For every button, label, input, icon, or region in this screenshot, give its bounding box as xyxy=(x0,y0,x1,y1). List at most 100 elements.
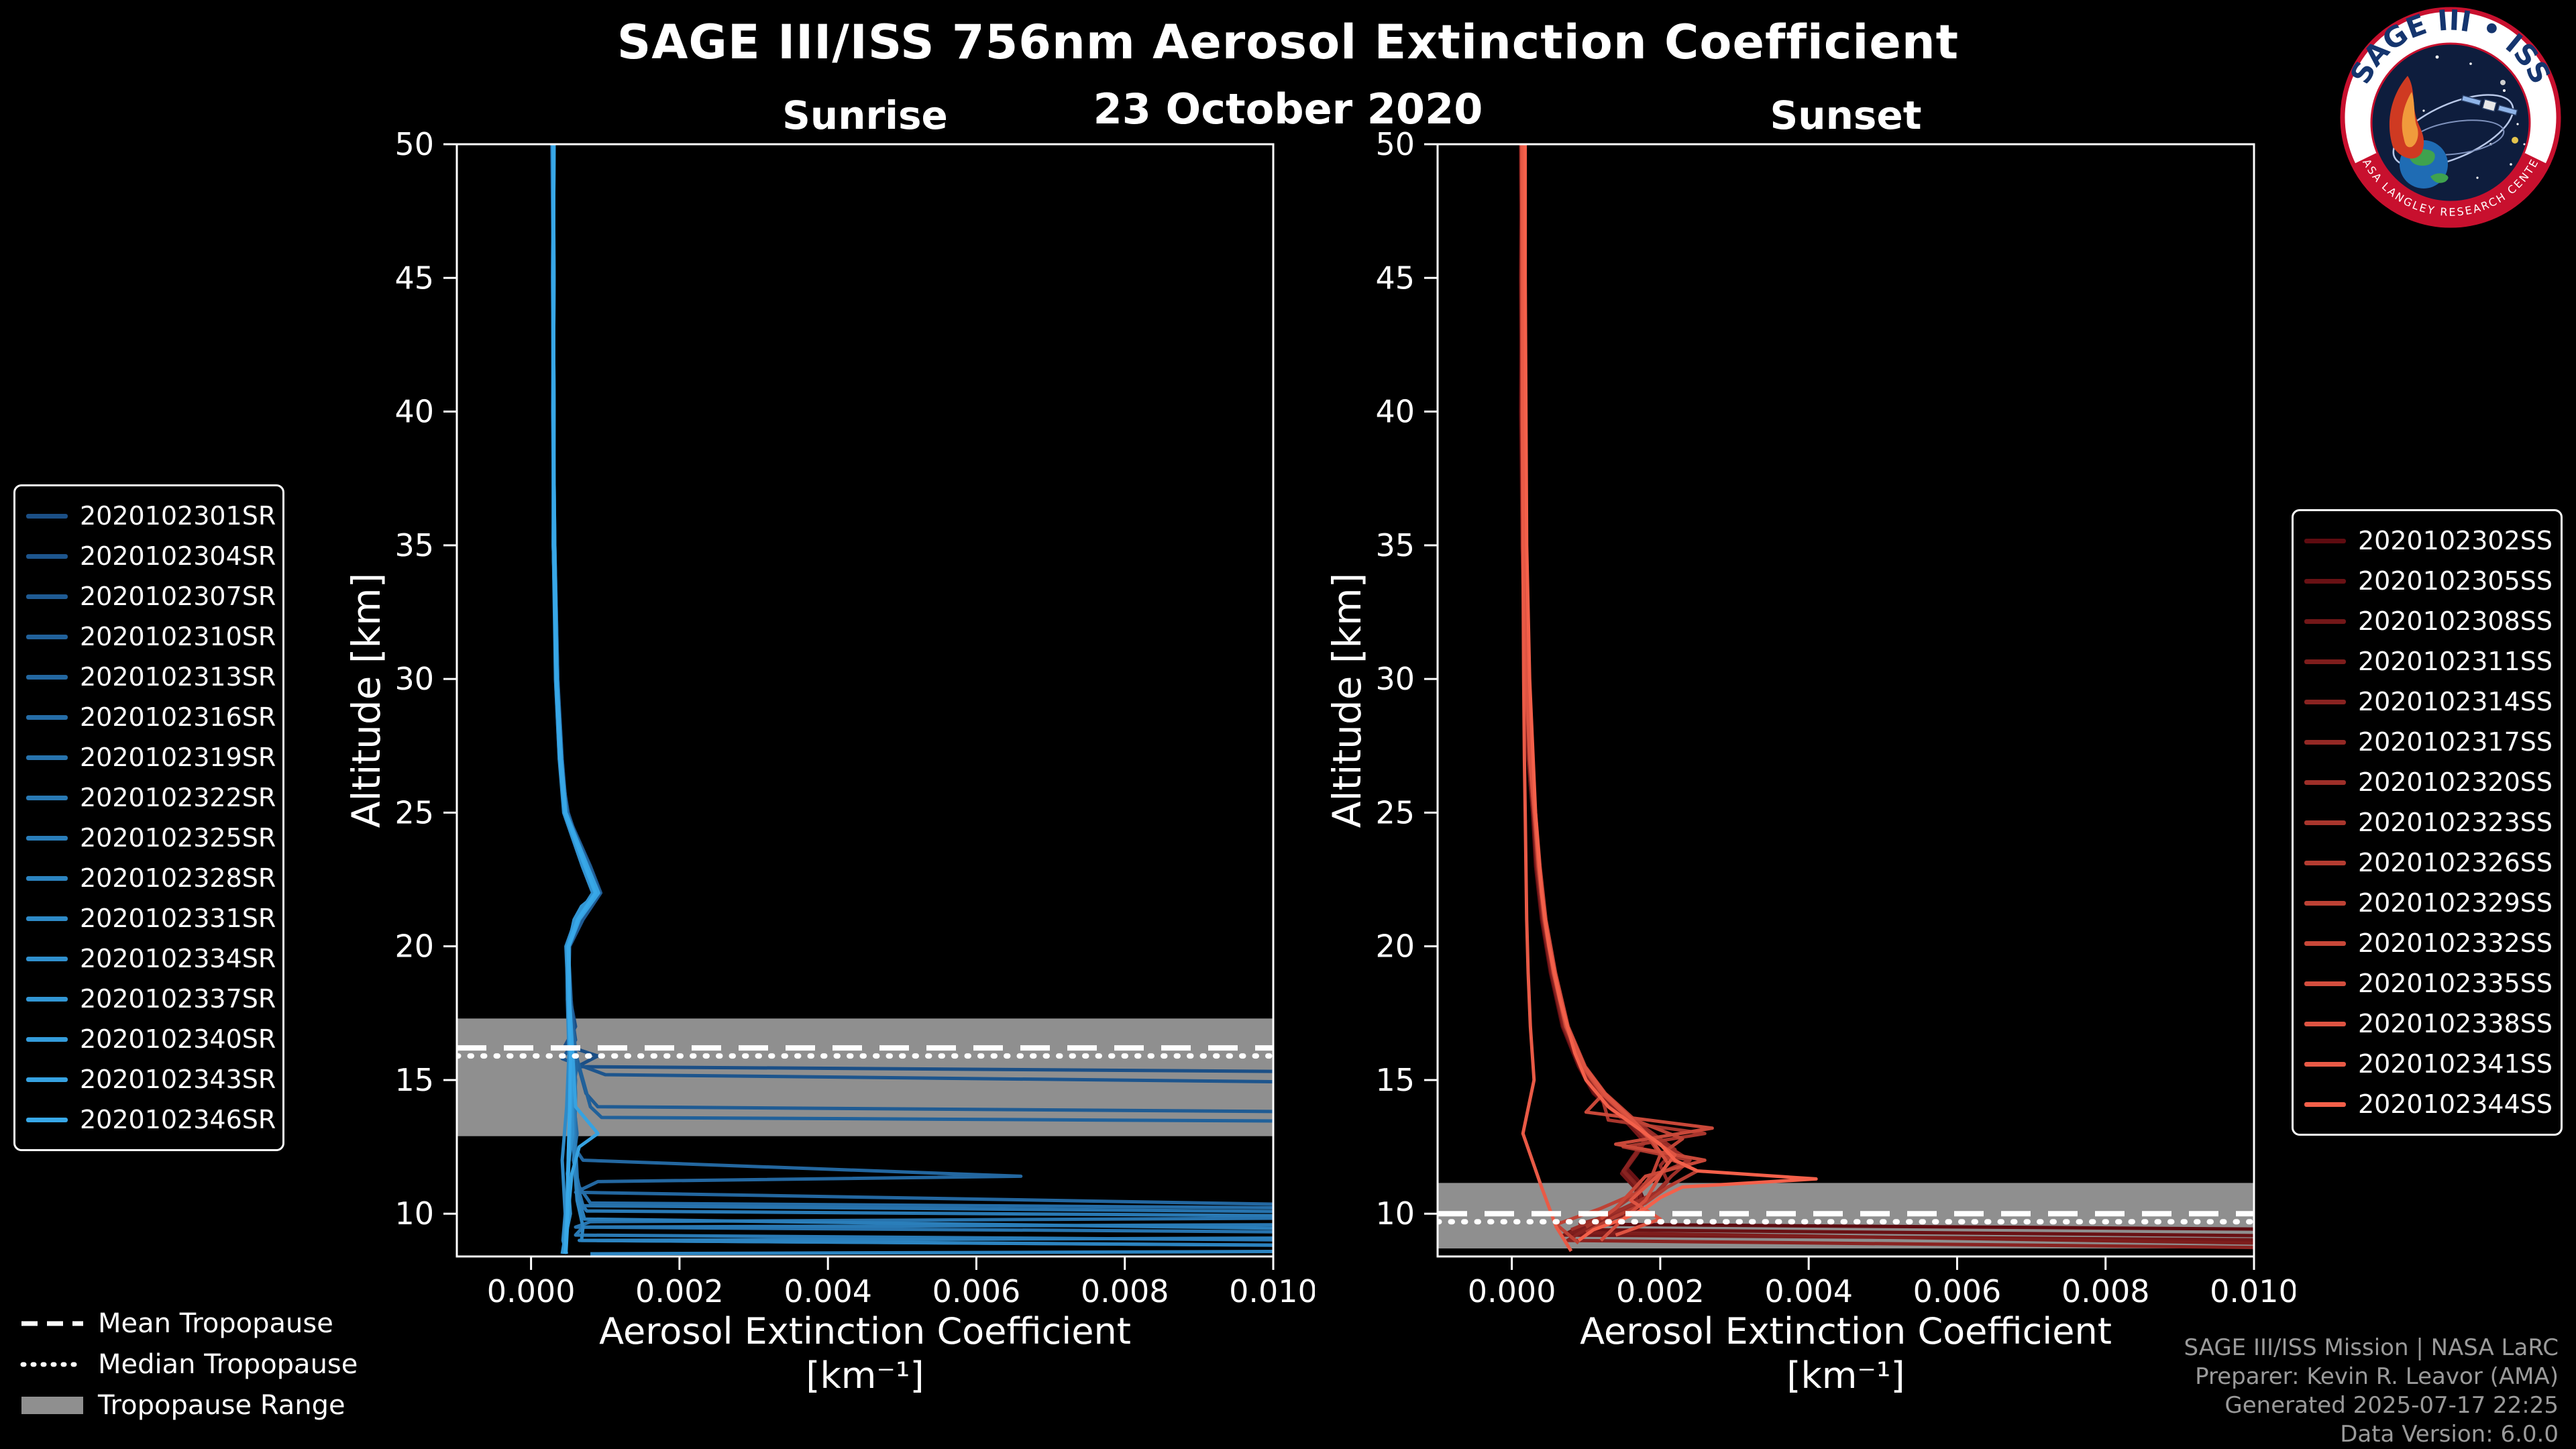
profile-2020102307SR xyxy=(551,144,1273,1114)
profile-2020102323SS xyxy=(1519,144,1707,1229)
x-tick-label: 0.006 xyxy=(1913,1273,2002,1309)
legend-swatch xyxy=(26,674,68,680)
figure-date: 23 October 2020 xyxy=(1093,85,1483,133)
logo-planet-dot xyxy=(2512,137,2518,144)
y-tick-label: 20 xyxy=(1375,928,1415,965)
legend-item-2020102338SS: 2020102338SS xyxy=(2304,1004,2553,1044)
figure-title: SAGE III/ISS 756nm Aerosol Extinction Co… xyxy=(616,15,1960,70)
legend-label: 2020102301SR xyxy=(80,501,276,531)
legend-label: 2020102329SS xyxy=(2358,888,2553,918)
legend-label: 2020102319SR xyxy=(80,743,276,772)
profile-2020102332SS xyxy=(1520,144,1714,1221)
profile-2020102310SR xyxy=(551,144,1273,1123)
legend-swatch xyxy=(2304,1102,2346,1107)
y-tick-label: 45 xyxy=(1375,260,1415,296)
legend-swatch xyxy=(2304,981,2346,986)
credit-generated: Generated 2025-07-17 22:25 xyxy=(2224,1392,2559,1419)
x-axis-label-sunrise: Aerosol Extinction Coefficient xyxy=(599,1310,1131,1352)
legend-item-2020102317SS: 2020102317SS xyxy=(2304,722,2553,762)
legend-item-2020102346SR: 2020102346SR xyxy=(26,1099,276,1140)
sunset-event-legend: 2020102302SS 2020102305SS 2020102308SS 2020… xyxy=(2292,509,2563,1136)
sunrise-plot: 0.000 0.002 0.004 0.006 0.008 0.010 50 45 40 35 30… xyxy=(394,94,1315,1395)
sage-iii-iss-logo: SAGE III • ISS NASA LANGLEY RESEARCH CEN… xyxy=(2340,7,2561,228)
legend-swatch xyxy=(26,795,68,800)
legend-label: 2020102332SS xyxy=(2358,928,2553,958)
legend-item-2020102332SS: 2020102332SS xyxy=(2304,923,2553,963)
x-tick-label: 0.002 xyxy=(635,1273,724,1309)
logo-orbit-ellipse xyxy=(2392,94,2514,168)
legend-item-2020102305SS: 2020102305SS xyxy=(2304,561,2553,601)
y-tick-label: 50 xyxy=(1375,126,1415,162)
legend-swatch xyxy=(2304,578,2346,584)
legend-label: 2020102302SS xyxy=(2358,526,2553,555)
y-tick-label: 15 xyxy=(394,1062,434,1098)
y-tick-label: 10 xyxy=(394,1195,434,1232)
legend-item-2020102328SR: 2020102328SR xyxy=(26,858,276,898)
legend-item-2020102316SR: 2020102316SR xyxy=(26,697,276,737)
median-tropopause-label: Median Tropopause xyxy=(98,1348,358,1380)
median-tropopause-swatch xyxy=(20,1362,85,1366)
legend-item-2020102301SR: 2020102301SR xyxy=(26,496,276,536)
legend-item-2020102334SR: 2020102334SR xyxy=(26,938,276,979)
legend-label: 2020102316SR xyxy=(80,702,276,732)
legend-item-2020102304SR: 2020102304SR xyxy=(26,536,276,576)
legend-swatch xyxy=(2304,659,2346,664)
legend-swatch xyxy=(2304,900,2346,906)
legend-item-2020102308SS: 2020102308SS xyxy=(2304,601,2553,641)
y-tick-label: 35 xyxy=(394,527,434,564)
legend-label: 2020102337SR xyxy=(80,984,276,1014)
legend-label: 2020102311SS xyxy=(2358,647,2553,676)
mean-tropopause-swatch xyxy=(21,1321,83,1326)
legend-item-2020102343SR: 2020102343SR xyxy=(26,1059,276,1099)
legend-label: 2020102341SS xyxy=(2358,1049,2553,1079)
mean-tropopause-label: Mean Tropopause xyxy=(98,1307,333,1339)
legend-label: 2020102344SS xyxy=(2358,1089,2553,1119)
legend-swatch xyxy=(26,1036,68,1042)
legend-label: 2020102323SS xyxy=(2358,808,2553,837)
profile-2020102344SS xyxy=(1523,144,1818,1242)
profile-2020102326SS xyxy=(1519,144,1699,1234)
sunset-plot: 0.000 0.002 0.004 0.006 0.008 0.010 50 45 40 35 30… xyxy=(1375,94,2296,1395)
x-tick-label: 0.004 xyxy=(1764,1273,1853,1309)
legend-label: 2020102314SS xyxy=(2358,687,2553,716)
logo-figure-highlight xyxy=(2402,92,2418,148)
credit-mission: SAGE III/ISS Mission | NASA LaRC xyxy=(2184,1334,2559,1361)
legend-swatch xyxy=(26,916,68,921)
x-tick-label: 0.002 xyxy=(1616,1273,1705,1309)
legend-swatch xyxy=(26,835,68,841)
legend-item-2020102307SR: 2020102307SR xyxy=(26,576,276,616)
logo-satellite-icon xyxy=(2461,95,2518,116)
legend-item-2020102320SS: 2020102320SS xyxy=(2304,762,2553,802)
profile-2020102346SR xyxy=(551,144,598,1254)
legend-label: 2020102346SR xyxy=(80,1105,276,1134)
plot-border xyxy=(1436,143,2255,1258)
y-tick-label: 40 xyxy=(1375,394,1415,430)
x-tick-label: 0.006 xyxy=(932,1273,1021,1309)
legend-label: 2020102340SR xyxy=(80,1024,276,1054)
logo-bottom-band xyxy=(2354,152,2547,224)
profile-2020102311SS xyxy=(1519,144,2254,1245)
legend-label: 2020102325SR xyxy=(80,823,276,853)
sunset-plot-area xyxy=(1438,144,2254,1252)
legend-label: 2020102313SR xyxy=(80,662,276,692)
legend-swatch xyxy=(26,553,68,559)
legend-label: 2020102338SS xyxy=(2358,1009,2553,1038)
legend-item-2020102314SS: 2020102314SS xyxy=(2304,682,2553,722)
x-tick-label: 0.008 xyxy=(2061,1273,2150,1309)
legend-item-2020102331SR: 2020102331SR xyxy=(26,898,276,938)
tropopause-range-label: Tropopause Range xyxy=(98,1389,345,1421)
sunrise-event-legend: 2020102301SR 2020102304SR 2020102307SR 2020… xyxy=(13,484,284,1151)
legend-item-2020102337SR: 2020102337SR xyxy=(26,979,276,1019)
sunrise-plot-area xyxy=(457,144,1273,1256)
profile-2020102302SS xyxy=(1519,144,2254,1231)
y-tick-label: 15 xyxy=(1375,1062,1415,1098)
legend-item-2020102325SR: 2020102325SR xyxy=(26,818,276,858)
legend-label: 2020102308SS xyxy=(2358,606,2553,636)
legend-label: 2020102328SR xyxy=(80,863,276,893)
credit-preparer: Preparer: Kevin R. Leavor (AMA) xyxy=(2195,1363,2559,1390)
credit-version: Data Version: 6.0.0 xyxy=(2340,1421,2559,1448)
mean-tropopause-legend-item: Mean Tropopause xyxy=(20,1303,358,1344)
legend-swatch xyxy=(26,1077,68,1082)
x-axis-units-sunrise: [km⁻¹] xyxy=(806,1354,924,1395)
